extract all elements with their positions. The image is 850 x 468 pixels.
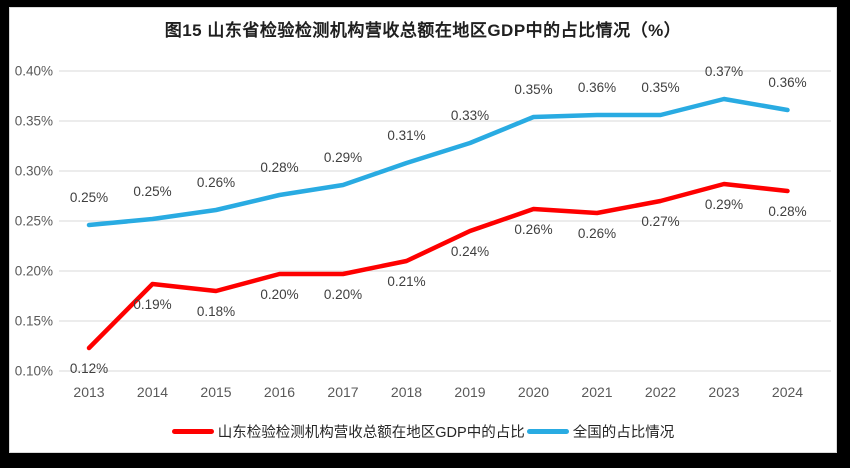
- data-point-label: 0.26%: [197, 175, 235, 190]
- data-point-label: 0.35%: [514, 82, 552, 97]
- data-point-label: 0.19%: [133, 297, 171, 312]
- data-point-label: 0.31%: [387, 128, 425, 143]
- data-point-label: 0.25%: [70, 190, 108, 205]
- legend-line-swatch-national: [526, 429, 569, 434]
- x-axis-tick-label: 2014: [137, 384, 168, 400]
- x-axis-tick-label: 2013: [73, 384, 104, 400]
- data-point-label: 0.29%: [705, 197, 743, 212]
- legend-label-national: 全国的占比情况: [572, 425, 675, 441]
- x-axis-tick-label: 2015: [200, 384, 231, 400]
- gridlines: 0.40% 0.35% 0.30% 0.25% 0.20% 0.15% 0.10%: [15, 64, 831, 379]
- data-point-label: 0.12%: [70, 361, 108, 376]
- data-point-label: 0.29%: [324, 150, 362, 165]
- series-line-national: [86, 96, 790, 228]
- chart-plot: 0.40%0.35%0.30%0.25%0.20%0.15%0.10%2013 2…: [15, 64, 831, 400]
- data-point-label: 0.33%: [451, 108, 489, 123]
- series-labels-national: 0.25% 0.25% 0.26% 0.28% 0.29% 0.31% 0.33% 0.35%…: [70, 64, 807, 205]
- y-axis-tick-label: 0.30%: [15, 164, 53, 179]
- data-point-label: 0.26%: [578, 226, 616, 241]
- data-point-label: 0.36%: [768, 75, 806, 90]
- data-point-label: 0.37%: [705, 64, 743, 79]
- chart-container: 0.40% 0.35% 0.30% 0.25% 0.20% 0.15% 0.10% 2013 2…: [9, 7, 837, 453]
- x-axis-tick-label: 2019: [454, 384, 485, 400]
- y-axis-tick-label: 0.25%: [15, 214, 53, 229]
- data-point-label: 0.28%: [260, 160, 298, 175]
- x-axis-tick-label: 2021: [581, 384, 612, 400]
- data-point-label: 0.28%: [768, 204, 806, 219]
- data-point-label: 0.20%: [324, 287, 362, 302]
- data-point-label: 0.27%: [641, 214, 679, 229]
- x-axis-tick-label: 2018: [391, 384, 422, 400]
- data-point-label: 0.18%: [197, 304, 235, 319]
- legend-line-swatch-shandong: [171, 429, 214, 434]
- y-axis-tick-label: 0.40%: [15, 64, 53, 79]
- x-axis-tick-label: 2017: [327, 384, 358, 400]
- data-point-label: 0.24%: [451, 244, 489, 259]
- x-axis-tick-label: 2023: [708, 384, 739, 400]
- data-point-label: 0.20%: [260, 287, 298, 302]
- legend-label-shandong: 山东检验检测机构营收总额在地区GDP中的占比: [217, 425, 525, 441]
- x-axis-tick-label: 2022: [645, 384, 676, 400]
- data-point-label: 0.35%: [641, 80, 679, 95]
- x-axis-labels: 2013 2014 2015 2016 2017 2018 2019 2020 2021 2022…: [73, 384, 803, 400]
- y-axis-tick-label: 0.15%: [15, 314, 53, 329]
- legend-item-shandong: 山东检验检测机构营收总额在地区GDP中的占比: [171, 421, 525, 442]
- x-axis-tick-label: 2024: [772, 384, 803, 400]
- y-axis-tick-label: 0.20%: [15, 264, 53, 279]
- data-point-label: 0.21%: [387, 274, 425, 289]
- chart-title: 图15 山东省检验检测机构营收总额在地区GDP中的占比情况（%）: [164, 21, 682, 40]
- x-axis-tick-label: 2016: [264, 384, 295, 400]
- series-labels-shandong: 0.12% 0.19% 0.18% 0.20% 0.20% 0.21% 0.24% 0.26%…: [70, 197, 807, 376]
- y-axis-tick-label: 0.35%: [15, 114, 53, 129]
- data-point-label: 0.26%: [514, 222, 552, 237]
- chart-legend: 山东检验检测机构营收总额在地区GDP中的占比 全国的占比情况: [10, 421, 836, 442]
- legend-item-national: 全国的占比情况: [526, 421, 675, 442]
- data-point-label: 0.36%: [578, 80, 616, 95]
- data-point-label: 0.25%: [133, 184, 171, 199]
- series-line-shandong: [86, 181, 790, 351]
- x-axis-tick-label: 2020: [518, 384, 549, 400]
- y-axis-tick-label: 0.10%: [15, 364, 53, 379]
